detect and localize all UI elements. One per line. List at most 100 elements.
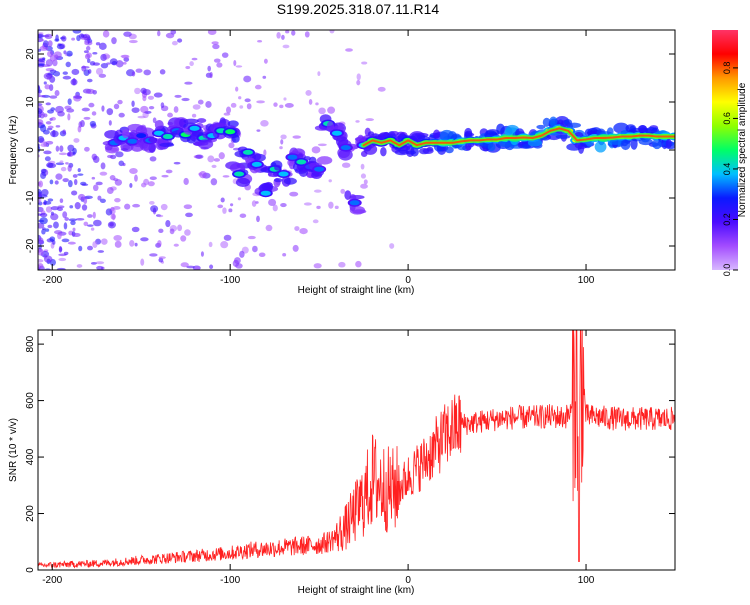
- heatmap-noise-blob: [90, 262, 97, 265]
- heatmap-halo-blob: [549, 116, 558, 127]
- heatmap-noise-blob: [54, 180, 59, 185]
- heatmap-noise-blob: [292, 244, 299, 252]
- heatmap-noise-blob: [58, 257, 67, 262]
- heatmap-noise-blob: [72, 174, 78, 178]
- heatmap-noise-blob: [289, 191, 299, 197]
- heatmap-noise-blob: [256, 129, 261, 132]
- heatmap-halo-blob: [380, 147, 387, 157]
- heatmap-noise-blob: [207, 30, 217, 36]
- heatmap-noise-blob: [41, 189, 49, 196]
- heatmap-noise-blob: [328, 201, 334, 209]
- heatmap-noise-blob: [95, 261, 105, 265]
- x-tick-label: 0: [405, 275, 411, 286]
- snr-x-ticks: -200 -100 0 100: [42, 330, 595, 586]
- heatmap-noise-blob: [135, 68, 143, 73]
- colorbar-label: Normalized spectral amplitude: [737, 82, 748, 217]
- y-tick-label: 200: [25, 505, 36, 522]
- heatmap-noise-blob: [256, 215, 260, 223]
- heatmap-noise-blob: [122, 61, 127, 65]
- heatmap-noise-blob: [106, 108, 114, 116]
- heatmap-noise-blob: [92, 211, 96, 219]
- heatmap-noise-blob: [108, 120, 112, 126]
- x-tick-label: -200: [42, 575, 62, 586]
- heatmap-noise-blob: [157, 240, 162, 247]
- heatmap-noise-blob: [99, 198, 106, 203]
- heatmap-noise-blob: [109, 222, 114, 227]
- heatmap-noise-blob: [47, 125, 54, 129]
- heatmap-noise-blob: [255, 201, 259, 204]
- heatmap-noise-blob: [192, 104, 201, 110]
- heatmap-noise-blob: [77, 173, 84, 176]
- heatmap-noise-blob: [148, 105, 155, 110]
- heatmap-noise-blob: [87, 69, 92, 74]
- heatmap-noise-blob: [45, 206, 53, 213]
- heatmap-noise-blob: [45, 228, 50, 232]
- heatmap-noise-blob: [243, 75, 252, 83]
- heatmap-noise-blob: [209, 264, 214, 269]
- heatmap-noise-blob: [43, 199, 47, 206]
- heatmap-noise-blob: [180, 262, 189, 268]
- heatmap-halo-blob: [183, 118, 199, 124]
- heatmap-noise-blob: [177, 38, 183, 43]
- heatmap-noise-blob: [195, 154, 204, 159]
- heatmap-noise-blob: [235, 65, 243, 68]
- heatmap-noise-blob: [237, 197, 242, 201]
- heatmap-noise-blob: [38, 63, 45, 66]
- heatmap-noise-blob: [81, 65, 87, 72]
- y-tick-label: 20: [25, 48, 36, 60]
- snr-x-label: Height of straight line (km): [298, 585, 415, 596]
- heatmap-noise-blob: [165, 169, 173, 174]
- heatmap-noise-blob: [91, 176, 96, 180]
- snr-plot-bg: [38, 330, 675, 570]
- heatmap-noise-blob: [47, 40, 53, 47]
- heatmap-halo-blob: [522, 143, 532, 149]
- heatmap-halo-blob: [235, 177, 251, 188]
- heatmap-noise-blob: [169, 228, 175, 235]
- heatmap-noise-blob: [129, 183, 133, 188]
- heatmap-halo-blob: [154, 119, 164, 130]
- heatmap-noise-blob: [43, 72, 53, 80]
- heatmap-noise-blob: [251, 200, 257, 207]
- heatmap-noise-blob: [239, 250, 245, 258]
- heatmap-noise-blob: [177, 224, 183, 232]
- heatmap-noise-blob: [110, 213, 116, 220]
- heatmap-noise-blob: [73, 138, 80, 143]
- heatmap-noise-blob: [72, 151, 76, 156]
- heatmap-halo-blob: [274, 164, 282, 171]
- heatmap-noise-blob: [115, 60, 124, 68]
- heatmap-peak-blob: [287, 154, 298, 160]
- heatmap-noise-blob: [75, 218, 85, 221]
- heatmap-noise-blob: [129, 239, 135, 247]
- x-tick-label: 100: [578, 575, 595, 586]
- heatmap-noise-blob: [38, 258, 44, 263]
- heatmap-noise-blob: [356, 73, 361, 81]
- heatmap-noise-blob: [66, 108, 75, 113]
- heatmap-noise-blob: [263, 149, 267, 157]
- colorbar: [712, 30, 738, 270]
- heatmap-noise-blob: [56, 267, 66, 270]
- heatmap-noise-blob: [228, 208, 233, 213]
- heatmap-peak-blob: [225, 129, 236, 135]
- heatmap-halo-blob: [536, 124, 546, 130]
- heatmap-noise-blob: [38, 119, 44, 126]
- x-tick-label: -100: [220, 275, 240, 286]
- heatmap-noise-blob: [43, 113, 48, 118]
- heatmap-noise-blob: [260, 119, 269, 127]
- heatmap-noise-blob: [316, 205, 321, 210]
- heatmap-noise-blob: [92, 184, 99, 192]
- x-tick-label: 0: [405, 575, 411, 586]
- heatmap-noise-blob: [191, 57, 198, 61]
- heatmap-noise-blob: [123, 31, 132, 37]
- heatmap-noise-blob: [165, 32, 175, 39]
- heatmap-noise-blob: [363, 179, 368, 185]
- heatmap-noise-blob: [38, 38, 45, 42]
- y-tick-label: 0: [25, 567, 36, 573]
- heatmap-noise-blob: [114, 198, 121, 203]
- heatmap-noise-blob: [62, 75, 72, 80]
- heatmap-noise-blob: [197, 99, 204, 105]
- heatmap-noise-blob: [72, 30, 82, 34]
- heatmap-noise-blob: [173, 161, 181, 165]
- heatmap-noise-blob: [100, 53, 107, 62]
- heatmap-peak-blob: [314, 166, 325, 172]
